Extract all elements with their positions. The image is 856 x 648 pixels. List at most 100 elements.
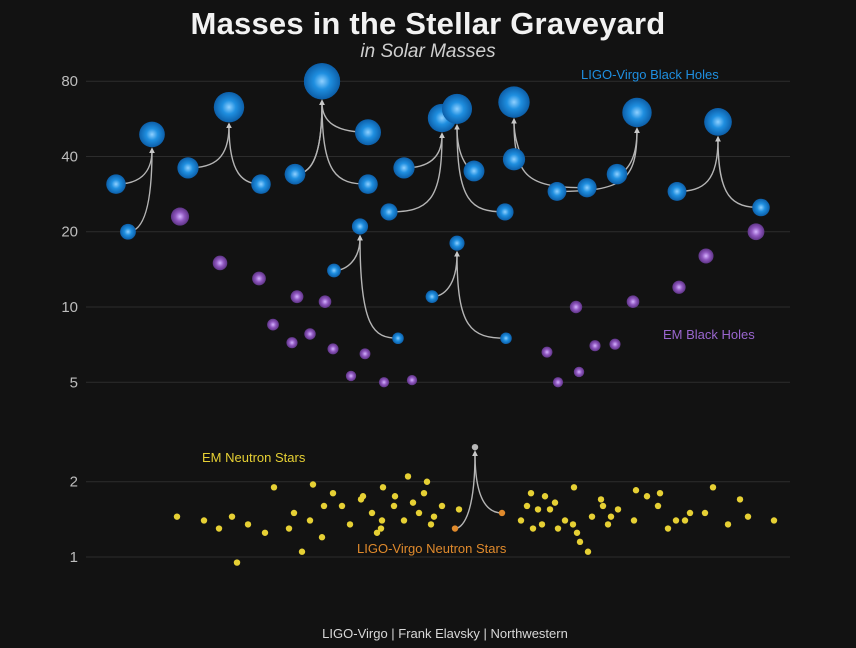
ligo-black-hole-point: [752, 198, 770, 217]
merger-arrow: [388, 132, 445, 213]
merger-arrow: [454, 250, 507, 339]
ligo-black-hole-point: [106, 174, 126, 194]
merger-arrow: [715, 135, 762, 209]
em-black-hole-point: [569, 300, 583, 314]
em-neutron-star-point: [584, 548, 592, 555]
ligo-black-hole-point: [547, 181, 567, 201]
em-neutron-star-point: [420, 489, 428, 497]
em-neutron-star-point: [368, 509, 376, 517]
em-neutron-star-point: [534, 506, 542, 513]
em-neutron-star-point: [377, 525, 385, 532]
em-neutron-star-point: [672, 517, 680, 524]
em-neutron-star-point: [298, 548, 306, 555]
ligo-black-hole-point: [496, 203, 514, 221]
em-black-hole-point: [304, 328, 316, 340]
em-black-hole-point: [672, 280, 686, 294]
em-neutron-star-point: [724, 521, 732, 528]
em-neutron-star-point: [527, 489, 535, 497]
em-neutron-star-point: [378, 517, 386, 524]
merger-arrow: [294, 99, 325, 175]
merger-arrow: [357, 234, 399, 339]
em-neutron-star-point: [701, 509, 709, 517]
em-neutron-star-point: [309, 481, 317, 488]
em-neutron-star-point: [614, 506, 622, 513]
ligo-black-hole-point: [355, 119, 381, 146]
legend-ligo-black-holes: LIGO-Virgo Black Holes: [581, 67, 719, 82]
em-black-hole-point: [290, 290, 304, 304]
em-neutron-star-point: [573, 529, 581, 536]
em-neutron-star-point: [285, 525, 293, 532]
y-tick-label: 80: [61, 73, 78, 90]
merger-arrow: [676, 135, 721, 193]
em-neutron-star-point: [709, 484, 717, 491]
em-neutron-star-point: [588, 513, 596, 520]
em-neutron-star-point: [551, 499, 559, 506]
em-neutron-star-point: [546, 506, 554, 513]
em-black-hole-point: [406, 374, 418, 386]
em-black-hole-point: [267, 318, 279, 331]
em-neutron-star-point: [597, 496, 605, 503]
em-neutron-star-point: [427, 521, 435, 528]
em-neutron-star-point: [686, 509, 694, 517]
merger-arrow: [454, 124, 506, 213]
em-neutron-star-point: [261, 529, 269, 536]
y-tick-label: 1: [70, 549, 78, 566]
ligo-black-hole-remnant: [449, 235, 465, 251]
em-neutron-star-point: [409, 499, 417, 506]
em-black-hole-point: [252, 271, 266, 286]
em-black-hole-point: [378, 377, 390, 388]
ligo-neutron-star-remnant: [471, 443, 479, 451]
em-neutron-star-point: [329, 489, 337, 497]
y-tick-label: 2: [70, 474, 78, 491]
em-neutron-star-point: [569, 521, 577, 528]
ligo-black-hole-point: [327, 263, 341, 278]
em-neutron-star-point: [554, 525, 562, 532]
ligo-black-hole-point: [500, 332, 512, 345]
merger-arrow: [294, 99, 325, 175]
em-neutron-star-point: [318, 534, 326, 541]
em-neutron-star-point: [570, 484, 578, 491]
y-tick-label: 20: [61, 224, 78, 241]
em-neutron-star-point: [373, 529, 381, 536]
merger-arrow: [454, 450, 478, 530]
ligo-black-hole-remnant: [622, 97, 652, 128]
ligo-black-hole-point: [425, 290, 439, 304]
em-neutron-star-point: [681, 517, 689, 524]
em-neutron-star-point: [630, 517, 638, 524]
em-neutron-star-point: [438, 502, 446, 510]
ligo-black-hole-point: [284, 163, 306, 185]
em-neutron-star-point: [541, 493, 549, 500]
em-black-hole-point: [327, 343, 339, 355]
chart-subtitle: in Solar Masses: [360, 41, 496, 62]
merger-arrow: [431, 250, 460, 298]
em-neutron-star-point: [576, 538, 584, 546]
chart-title: Masses in the Stellar Graveyard: [190, 6, 666, 41]
em-neutron-star-point: [244, 521, 252, 528]
em-neutron-star-point: [538, 521, 546, 528]
credit-line: LIGO-Virgo | Frank Elavsky | Northwester…: [322, 626, 568, 641]
em-neutron-star-point: [200, 517, 208, 524]
ligo-neutron-star-point: [498, 509, 506, 517]
y-tick-label: 40: [61, 148, 78, 165]
em-neutron-star-point: [656, 489, 664, 497]
ligo-neutron-star-point: [451, 525, 459, 532]
em-black-hole-point: [541, 346, 553, 358]
em-black-hole-point: [359, 348, 371, 360]
em-neutron-star-point: [523, 502, 531, 510]
em-neutron-star-point: [270, 484, 278, 491]
em-neutron-star-point: [604, 521, 612, 528]
ligo-black-hole-remnant: [704, 108, 732, 136]
ligo-black-hole-remnant: [441, 93, 473, 124]
ligo-black-hole-point: [577, 178, 597, 198]
em-neutron-star-point: [455, 506, 463, 513]
ligo-black-hole-remnant: [139, 121, 165, 148]
ligo-black-hole-point: [667, 181, 687, 201]
em-black-hole-point: [286, 337, 298, 349]
em-neutron-star-point: [517, 517, 525, 524]
ligo-black-hole-point: [463, 160, 485, 182]
em-neutron-star-point: [654, 502, 662, 510]
em-black-hole-point: [747, 223, 765, 241]
em-neutron-star-point: [228, 513, 236, 520]
em-neutron-star-point: [215, 525, 223, 532]
